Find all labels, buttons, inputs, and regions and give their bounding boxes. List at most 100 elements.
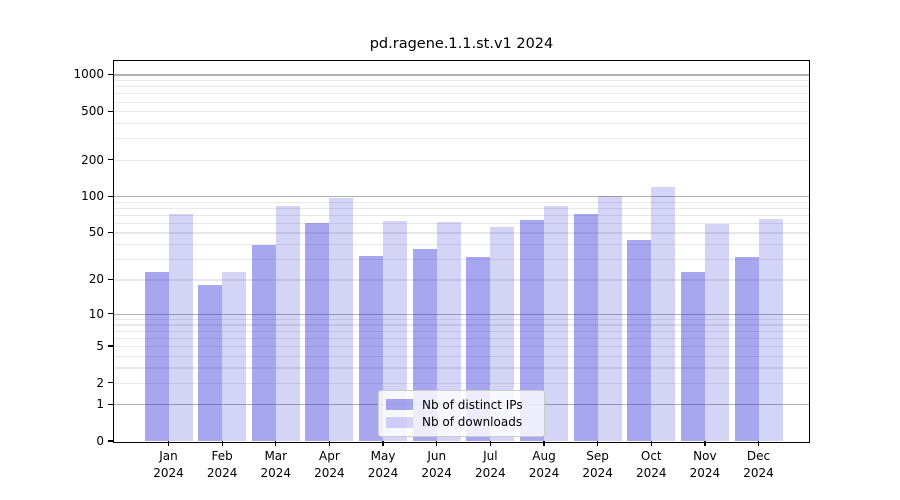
x-tick-label: Sep 2024 <box>566 448 630 481</box>
x-tick-label-year: 2024 <box>367 465 399 480</box>
y-gridline-minor <box>114 337 809 339</box>
y-tick-label: 0 <box>96 434 104 448</box>
y-gridline-minor <box>114 201 809 203</box>
y-tick-label: 200 <box>81 152 104 167</box>
x-tick-label: Dec 2024 <box>727 448 791 481</box>
y-gridline-minor <box>114 330 809 332</box>
x-tick-label-year: 2024 <box>582 465 613 480</box>
y-tick <box>107 159 113 161</box>
y-gridline-minor <box>114 258 809 260</box>
x-tick-label: Jan 2024 <box>137 448 201 481</box>
y-gridline-minor <box>114 232 809 234</box>
bar-downloads-dec <box>758 218 783 441</box>
x-tick-label-year: 2024 <box>260 465 292 480</box>
legend-swatch-distinct-ips <box>386 399 413 411</box>
x-tick-label: Apr 2024 <box>297 448 361 481</box>
y-gridline-minor <box>114 80 809 82</box>
y-tick-label: 20 <box>88 272 104 287</box>
x-tick <box>757 441 760 446</box>
x-tick-label: May 2024 <box>351 448 415 481</box>
y-tick <box>107 345 113 347</box>
y-tick <box>107 440 113 442</box>
y-gridline-minor <box>114 318 809 320</box>
y-gridline-minor <box>114 138 809 140</box>
y-gridline-minor <box>114 159 809 161</box>
x-tick-label: Jun 2024 <box>405 448 469 481</box>
y-gridline-major <box>114 196 809 198</box>
x-tick-label-year: 2024 <box>689 465 721 480</box>
y-gridline-minor <box>114 355 809 357</box>
legend: Nb of distinct IPs Nb of downloads <box>378 390 545 437</box>
y-tick <box>107 73 113 76</box>
bar-ips-sep <box>573 214 598 441</box>
bar-ips-nov <box>680 272 705 441</box>
legend-label-distinct-ips: Nb of distinct IPs <box>422 397 523 412</box>
x-tick-label-year: 2024 <box>743 465 774 480</box>
y-gridline-minor <box>114 222 809 224</box>
y-gridline-minor <box>114 243 809 246</box>
x-tick <box>328 441 331 446</box>
y-gridline-minor <box>114 367 809 369</box>
y-gridline-minor <box>114 345 809 348</box>
bar-ips-apr <box>305 222 330 441</box>
legend-label-downloads: Nb of downloads <box>422 415 523 430</box>
x-tick-label: Oct 2024 <box>619 448 683 481</box>
x-tick-label: Mar 2024 <box>244 448 308 481</box>
x-tick <box>650 441 652 446</box>
x-tick <box>597 441 599 446</box>
bar-downloads-sep <box>597 195 622 441</box>
bar-ips-dec <box>734 257 759 441</box>
x-tick <box>543 441 545 446</box>
bar-downloads-jan <box>168 214 193 441</box>
y-gridline-minor <box>114 86 809 88</box>
legend-item-distinct-ips: Nb of distinct IPs <box>386 398 538 412</box>
x-tick-label-year: 2024 <box>475 465 506 480</box>
bar-downloads-oct <box>651 186 676 441</box>
y-tick-label: 500 <box>81 104 104 119</box>
y-gridline-minor <box>114 214 809 216</box>
x-tick-label-year: 2024 <box>421 465 452 480</box>
y-tick <box>107 382 113 384</box>
y-gridline-minor <box>114 324 809 326</box>
x-tick-label-year: 2024 <box>153 465 184 480</box>
bar-downloads-apr <box>329 198 354 441</box>
x-tick-label-year: 2024 <box>528 465 560 480</box>
y-gridline-minor <box>114 279 809 281</box>
x-tick-label: Nov 2024 <box>673 448 737 481</box>
bar-downloads-nov <box>704 223 729 441</box>
x-tick <box>489 441 492 446</box>
y-tick-label: 1000 <box>73 67 104 82</box>
legend-item-downloads: Nb of downloads <box>386 415 538 429</box>
y-gridline-minor <box>114 382 809 384</box>
bar-ips-mar <box>251 245 276 441</box>
y-tick-label: 2 <box>96 375 104 390</box>
y-gridline-minor <box>114 123 809 125</box>
x-tick <box>221 441 223 446</box>
y-tick <box>107 110 113 112</box>
y-gridline-minor <box>114 93 809 95</box>
chart-title: pd.ragene.1.1.st.v1 2024 <box>369 36 554 52</box>
y-tick-label: 1 <box>96 397 104 412</box>
y-gridline-minor <box>114 207 809 209</box>
x-tick <box>382 441 384 446</box>
bar-downloads-aug <box>543 205 568 441</box>
x-tick-label-year: 2024 <box>206 465 238 480</box>
y-tick-label: 100 <box>81 189 104 204</box>
y-tick <box>107 403 113 405</box>
x-tick-label: Aug 2024 <box>512 448 576 481</box>
y-tick <box>107 313 113 315</box>
bar-ips-feb <box>198 284 223 441</box>
y-tick-label: 50 <box>88 225 104 240</box>
x-tick-label-year: 2024 <box>314 465 345 480</box>
y-tick-label: 5 <box>96 338 104 353</box>
y-gridline-major <box>114 313 809 315</box>
bar-downloads-mar <box>275 205 300 441</box>
x-tick <box>436 441 438 446</box>
bar-downloads-feb <box>222 272 247 441</box>
x-tick <box>704 441 706 446</box>
y-gridline-minor <box>114 101 809 103</box>
y-gridline-major <box>114 74 809 76</box>
x-tick-label: Jul 2024 <box>458 448 522 481</box>
bar-ips-oct <box>627 240 652 441</box>
y-tick-label: 10 <box>88 306 104 321</box>
